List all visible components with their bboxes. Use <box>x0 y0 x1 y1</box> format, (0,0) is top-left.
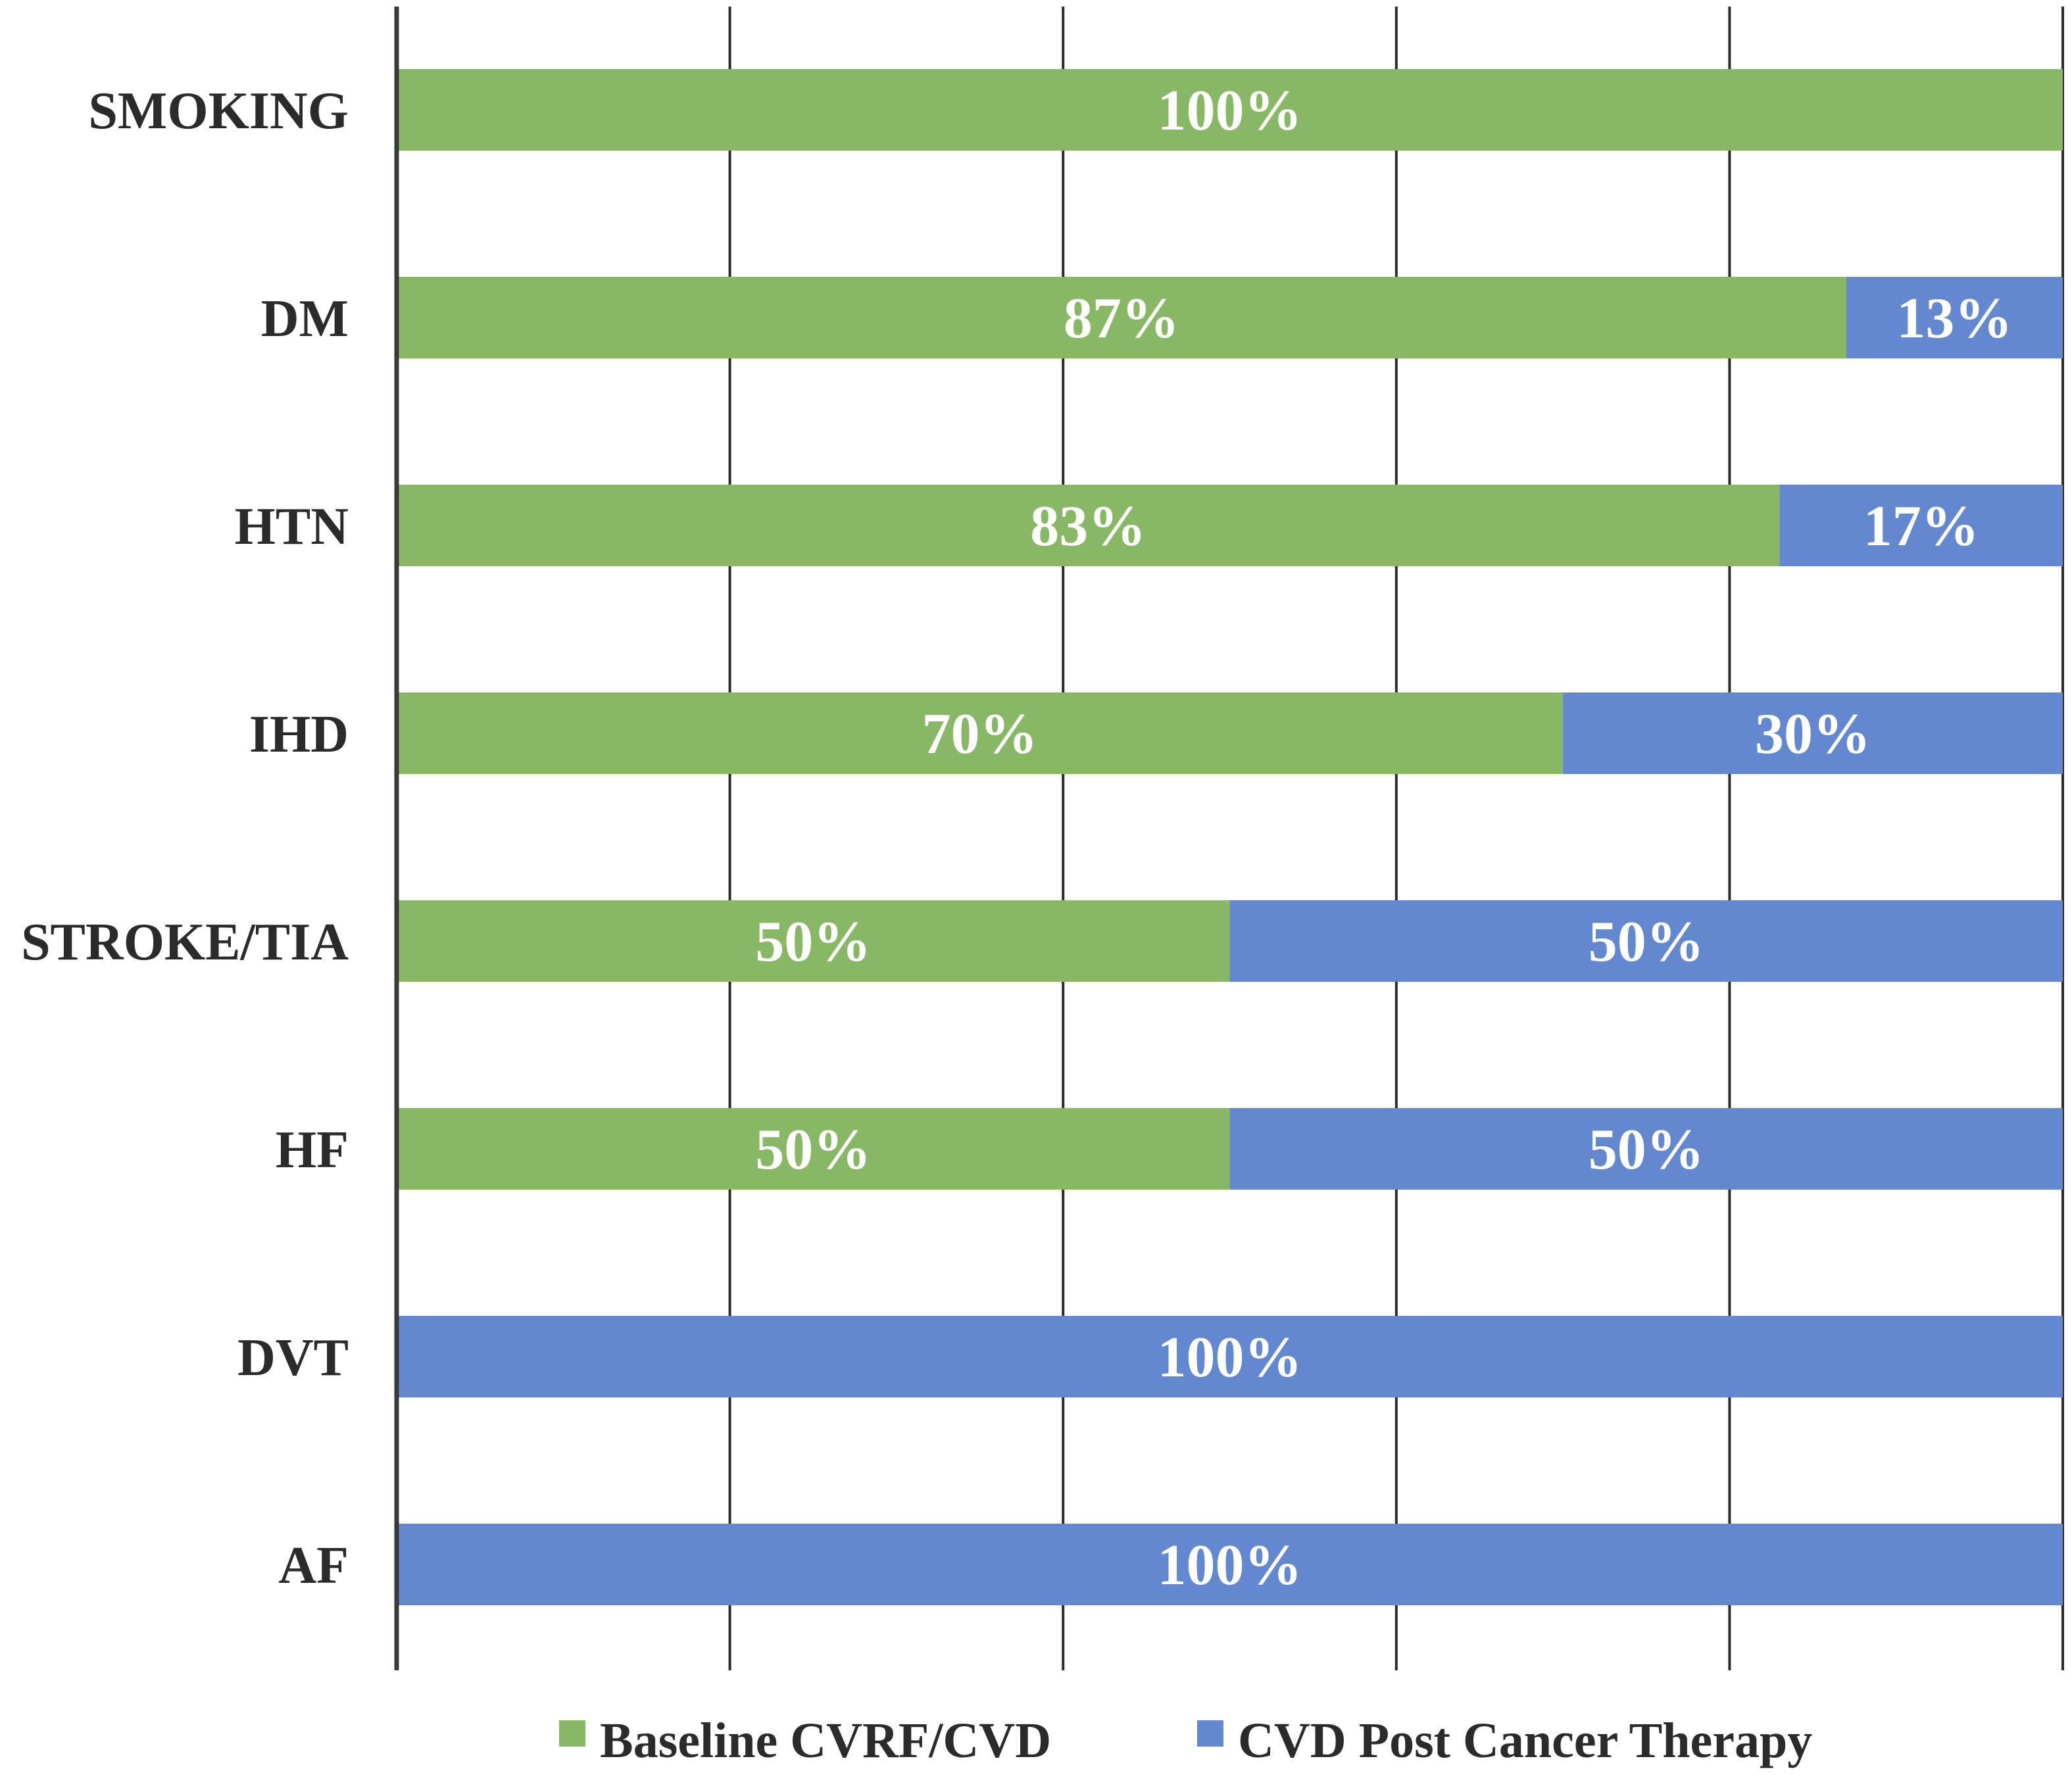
data-label-dm-series-1: 13% <box>1896 287 2012 351</box>
legend-label-baseline: Baseline CVRF/CVD <box>600 1713 1051 1768</box>
category-label-dvt: DVT <box>237 1329 349 1387</box>
legend-swatch-post-therapy <box>1197 1720 1223 1747</box>
category-label-stroke-tia: STROKE/TIA <box>21 913 349 971</box>
data-label-dvt-series-1: 100% <box>1158 1326 1302 1390</box>
category-label-htn: HTN <box>235 498 349 556</box>
category-label-dm: DM <box>261 290 349 348</box>
bar-smoking-series-0 <box>397 69 2063 151</box>
data-label-af-series-1: 100% <box>1158 1534 1302 1597</box>
legend-label-post-therapy: CVD Post Cancer Therapy <box>1238 1713 1812 1768</box>
bar-dm-series-0 <box>397 277 1846 358</box>
category-label-af: AF <box>278 1537 349 1595</box>
bar-ihd-series-0 <box>397 692 1564 774</box>
bar-af-series-1 <box>397 1524 2063 1605</box>
data-label-ihd-series-0: 70% <box>922 702 1038 766</box>
bar-htn-series-0 <box>397 485 1780 566</box>
legend: Baseline CVRF/CVD CVD Post Cancer Therap… <box>559 1713 1812 1768</box>
bar-hf-series-1 <box>1229 1108 2063 1190</box>
category-labels: SMOKING DM HTN IHD STROKE/TIA HF DVT AF <box>21 82 349 1595</box>
data-label-htn-series-0: 83% <box>1030 495 1146 558</box>
bar-dm-series-1 <box>1846 277 2063 358</box>
data-label-hf-series-1: 50% <box>1589 1118 1704 1182</box>
data-label-htn-series-1: 17% <box>1863 495 1979 558</box>
grid-lines <box>728 7 2064 1670</box>
data-label-stroke-tia-series-0: 50% <box>755 910 871 974</box>
bar-htn-series-1 <box>1779 485 2063 566</box>
bar-stroke-tia-series-1 <box>1229 900 2063 982</box>
category-label-hf: HF <box>276 1121 349 1179</box>
data-label-dm-series-0: 87% <box>1064 287 1179 351</box>
data-label-ihd-series-1: 30% <box>1755 702 1871 766</box>
bars: 100% 87% 13% 83% 17% 70% 30% 50% 50% 50% 50% 100% 10… <box>397 69 2063 1605</box>
data-label-stroke-tia-series-1: 50% <box>1589 910 1704 974</box>
bar-hf-series-0 <box>397 1108 1230 1190</box>
bar-dvt-series-1 <box>397 1316 2063 1397</box>
legend-swatch-baseline <box>559 1720 585 1747</box>
bar-ihd-series-1 <box>1563 692 2063 774</box>
category-label-ihd: IHD <box>249 706 349 763</box>
data-label-hf-series-0: 50% <box>755 1118 871 1182</box>
data-label-smoking-series-0: 100% <box>1158 79 1302 143</box>
category-label-smoking: SMOKING <box>88 82 349 140</box>
bar-stroke-tia-series-0 <box>397 900 1230 982</box>
